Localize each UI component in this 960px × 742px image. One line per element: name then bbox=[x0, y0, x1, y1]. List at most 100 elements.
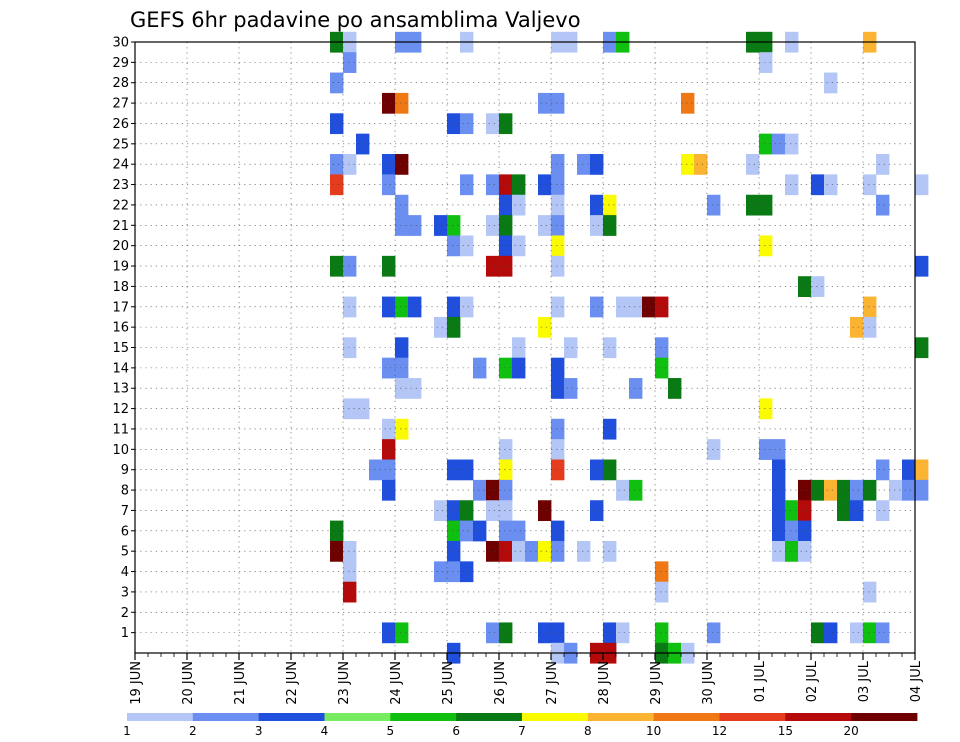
heatmap-cell bbox=[577, 540, 591, 562]
legend-label: 12 bbox=[712, 724, 727, 738]
heatmap-cell bbox=[330, 540, 344, 562]
heatmap-cell bbox=[603, 337, 617, 359]
chart-title: GEFS 6hr padavine po ansamblima Valjevo bbox=[130, 8, 581, 32]
heatmap-cell bbox=[616, 296, 630, 318]
y-tick-label: 28 bbox=[112, 76, 129, 91]
heatmap-cell bbox=[876, 459, 890, 481]
heatmap-cell bbox=[798, 520, 812, 542]
heatmap-cell bbox=[603, 215, 617, 236]
y-tick-label: 30 bbox=[112, 36, 129, 51]
heatmap-cell bbox=[499, 500, 513, 522]
y-axis: 1234567891011121314151617181920212223242… bbox=[112, 36, 135, 641]
heatmap-cell bbox=[408, 378, 422, 399]
heatmap-cell bbox=[798, 276, 812, 297]
y-tick-label: 15 bbox=[112, 341, 129, 356]
heatmap-cell bbox=[811, 174, 825, 196]
legend-swatch bbox=[456, 713, 523, 721]
heatmap-cell bbox=[330, 520, 344, 542]
heatmap-cell bbox=[499, 479, 513, 501]
heatmap-cell bbox=[486, 479, 500, 501]
heatmap-cell bbox=[382, 439, 396, 460]
heatmap-cell bbox=[447, 215, 461, 236]
y-tick-label: 11 bbox=[112, 422, 129, 437]
heatmap-cell bbox=[772, 439, 786, 460]
heatmap-cell bbox=[759, 439, 773, 460]
heatmap-cell bbox=[668, 378, 682, 399]
heatmap-cell bbox=[538, 92, 552, 114]
x-tick-label: 04 JUL bbox=[909, 660, 924, 702]
x-tick-label: 27 JUN bbox=[545, 661, 560, 705]
legend-swatch bbox=[192, 713, 260, 721]
x-tick-label: 25 JUN bbox=[441, 661, 456, 705]
heatmap-cell bbox=[447, 235, 461, 257]
heatmap-cell bbox=[551, 418, 565, 440]
heatmap-cell bbox=[499, 622, 513, 644]
heatmap-cell bbox=[460, 561, 474, 583]
legend-label: 1 bbox=[123, 724, 131, 738]
heatmap-cells bbox=[330, 31, 929, 664]
heatmap-cell bbox=[434, 316, 448, 338]
heatmap-cell bbox=[798, 500, 812, 522]
heatmap-cell bbox=[499, 235, 513, 257]
heatmap-cell bbox=[486, 540, 500, 562]
heatmap-cell bbox=[863, 581, 877, 603]
heatmap-cell bbox=[759, 398, 773, 420]
heatmap-cell bbox=[616, 479, 630, 501]
heatmap-cell bbox=[850, 622, 864, 644]
heatmap-cell bbox=[551, 194, 565, 216]
heatmap-cell bbox=[811, 276, 825, 297]
heatmap-cell bbox=[590, 500, 604, 522]
heatmap-cell bbox=[824, 72, 838, 94]
heatmap-cell bbox=[356, 398, 370, 420]
legend-swatch bbox=[390, 713, 457, 721]
heatmap-cell bbox=[369, 459, 383, 481]
y-tick-label: 21 bbox=[112, 219, 129, 234]
heatmap-cell bbox=[447, 459, 461, 481]
heatmap-cell bbox=[811, 622, 825, 644]
heatmap-cell bbox=[551, 235, 565, 257]
heatmap-cell bbox=[512, 194, 526, 216]
heatmap-cell bbox=[772, 540, 786, 562]
legend-label: 2 bbox=[189, 724, 197, 738]
legend-label: 3 bbox=[255, 724, 263, 738]
x-tick-label: 23 JUN bbox=[337, 661, 352, 705]
heatmap-cell bbox=[655, 337, 669, 359]
heatmap-cell bbox=[473, 357, 487, 379]
heatmap-cell bbox=[395, 92, 409, 114]
y-tick-label: 8 bbox=[121, 484, 129, 499]
heatmap-cell bbox=[499, 194, 513, 216]
heatmap-cell bbox=[382, 622, 396, 644]
heatmap-cell bbox=[759, 52, 773, 73]
heatmap-cell bbox=[382, 479, 396, 501]
heatmap-cell bbox=[486, 500, 500, 522]
legend: 1 2 3 4 5 6 7 8 10 12 15 20 bbox=[123, 713, 918, 738]
heatmap-cell bbox=[759, 194, 773, 216]
x-tick-label: 26 JUN bbox=[493, 661, 508, 705]
heatmap-cell bbox=[707, 622, 721, 644]
heatmap-cell bbox=[499, 357, 513, 379]
heatmap-cell bbox=[551, 520, 565, 542]
y-tick-label: 6 bbox=[121, 524, 129, 539]
heatmap-cell bbox=[603, 622, 617, 644]
heatmap-cell bbox=[447, 561, 461, 583]
heatmap-cell bbox=[876, 194, 890, 216]
heatmap-cell bbox=[785, 500, 799, 522]
heatmap-cell bbox=[382, 174, 396, 196]
x-tick-label: 21 JUN bbox=[233, 661, 248, 705]
heatmap-cell bbox=[590, 459, 604, 481]
x-tick-label: 20 JUN bbox=[181, 661, 196, 705]
heatmap-cell bbox=[694, 154, 708, 175]
heatmap-cell bbox=[850, 479, 864, 501]
heatmap-cell bbox=[395, 337, 409, 359]
heatmap-cell bbox=[395, 154, 409, 175]
x-tick-label: 03 JUL bbox=[857, 660, 872, 702]
heatmap-cell bbox=[876, 622, 890, 644]
heatmap-cell bbox=[330, 113, 344, 135]
heatmap-cell bbox=[876, 154, 890, 175]
x-tick-label: 24 JUN bbox=[389, 661, 404, 705]
heatmap-cell bbox=[343, 561, 357, 583]
y-tick-label: 19 bbox=[112, 260, 129, 275]
heatmap-cell bbox=[759, 133, 773, 155]
heatmap-cell bbox=[486, 622, 500, 644]
